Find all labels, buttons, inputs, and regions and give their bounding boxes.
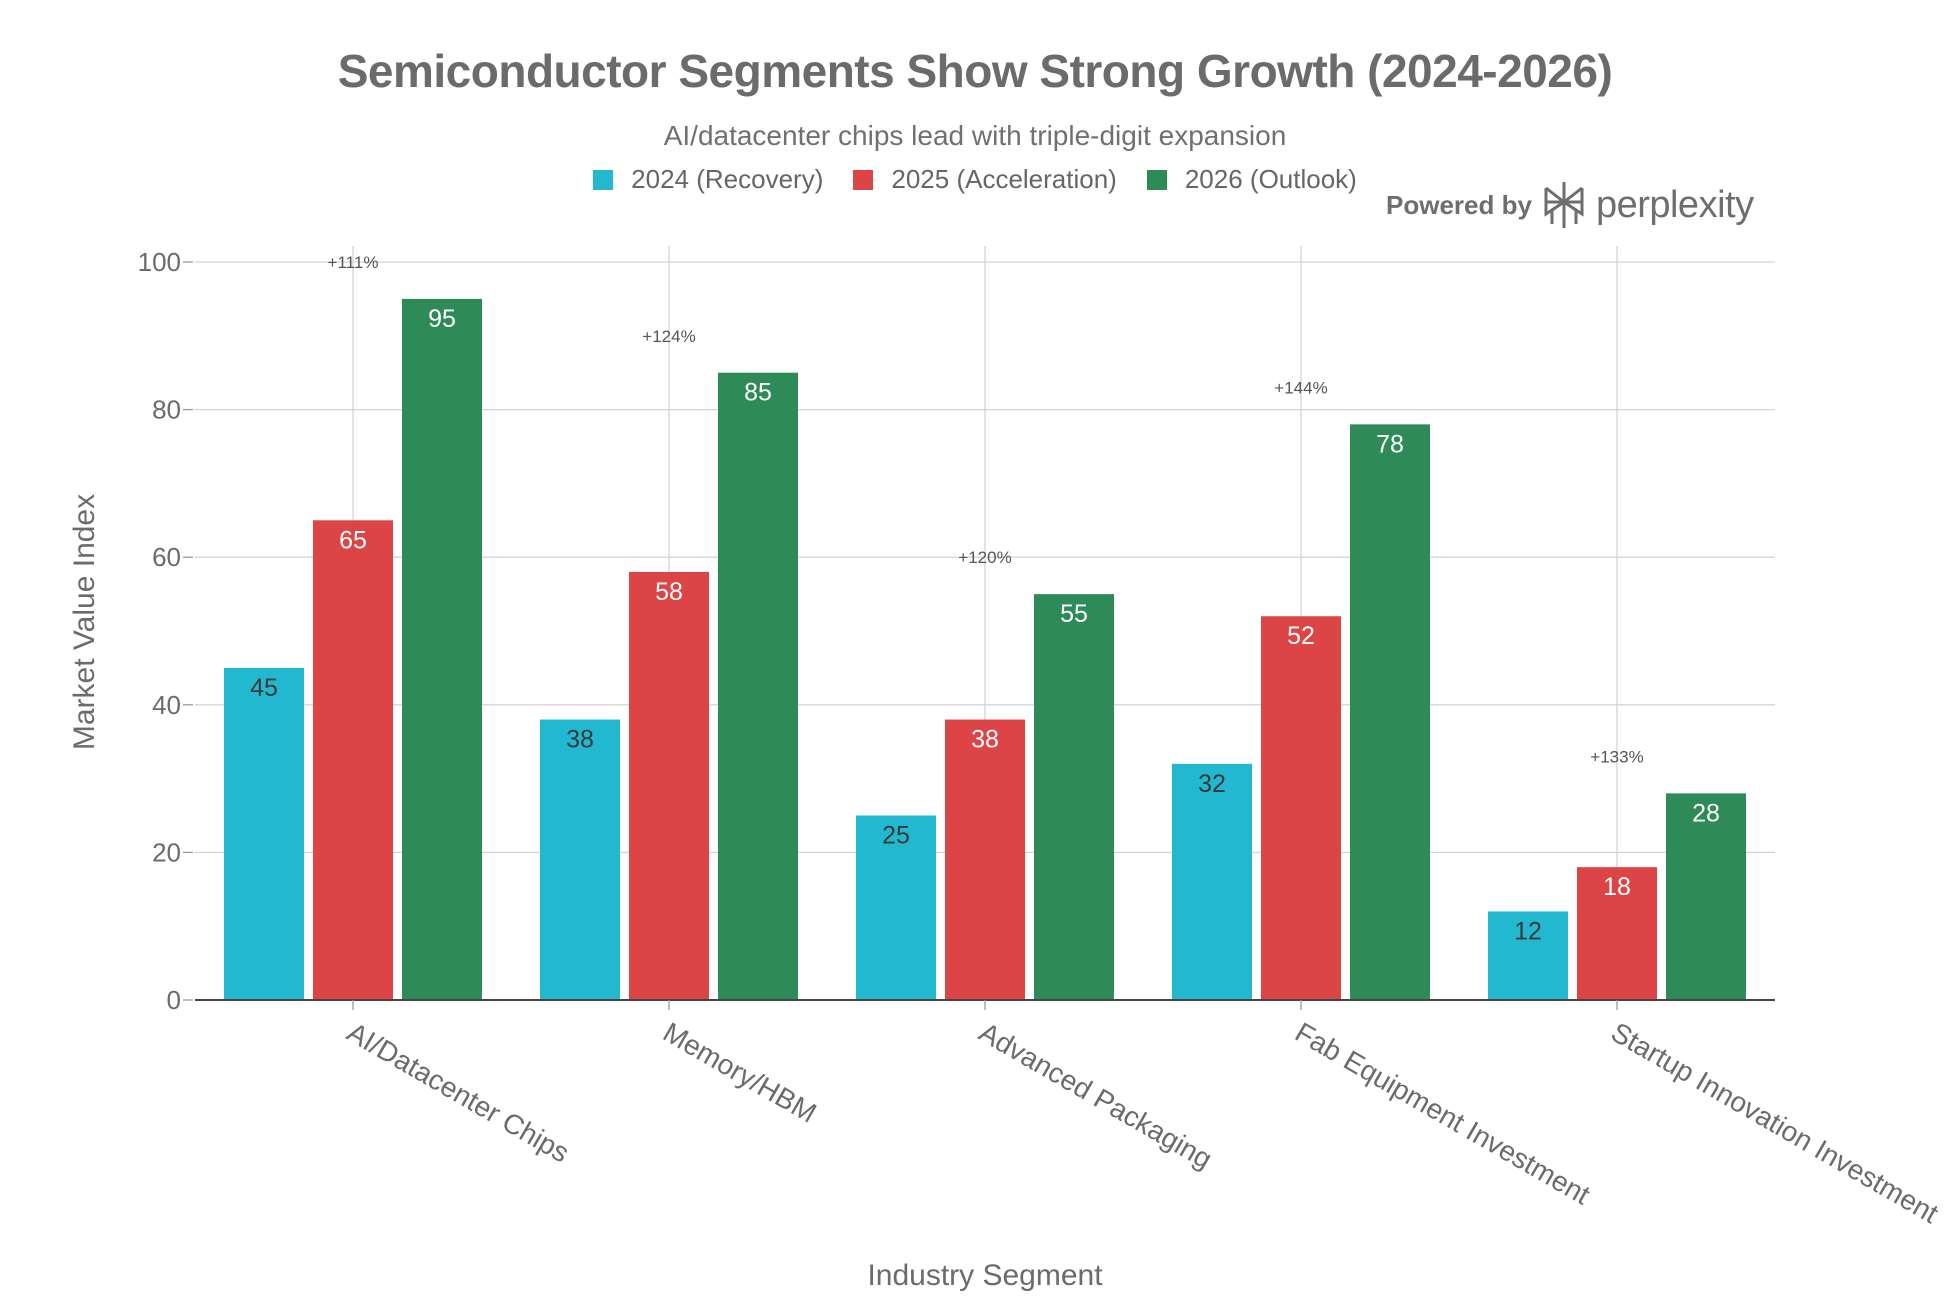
y-tick-label: 40 xyxy=(152,690,181,720)
legend-label-2026: 2026 (Outlook) xyxy=(1184,164,1357,194)
bar-startup-innovation-investment-2025 xyxy=(1577,867,1657,1000)
x-tick-label: Startup Innovation Investment xyxy=(1606,1016,1944,1229)
legend-swatch-2024 xyxy=(593,169,614,190)
bars xyxy=(224,298,1746,1000)
bar-advanced-packaging-2025 xyxy=(945,719,1025,1000)
bar-value-label: 45 xyxy=(250,674,278,702)
y-tick-label: 100 xyxy=(138,247,181,277)
x-tick-label: AI/Datacenter Chips xyxy=(342,1016,575,1168)
bar-startup-innovation-investment-2024 xyxy=(1488,911,1568,1000)
bar-value-label: 55 xyxy=(1060,600,1088,628)
powered-by-brand[interactable]: Powered by perplexity xyxy=(1386,180,1754,230)
bar-fab-equipment-investment-2025 xyxy=(1261,616,1341,1000)
legend: 2024 (Recovery) 2025 (Acceleration) 2026… xyxy=(0,164,1950,195)
bar-fab-equipment-investment-2024 xyxy=(1172,763,1252,1000)
bar-value-label: 52 xyxy=(1287,622,1315,650)
bar-fab-equipment-investment-2026 xyxy=(1350,424,1430,1000)
growth-annotation: +124% xyxy=(642,327,695,346)
growth-annotation: +120% xyxy=(958,548,1011,567)
bar-ai-datacenter-chips-2025 xyxy=(313,520,393,1000)
legend-item-2024[interactable]: 2024 (Recovery) xyxy=(593,164,823,195)
x-tick-label: Memory/HBM xyxy=(658,1016,822,1128)
powered-by-label: Powered by xyxy=(1386,189,1532,220)
bar-value-label: 78 xyxy=(1376,430,1404,458)
bar-memory-hbm-2026 xyxy=(718,372,798,1000)
legend-item-2026[interactable]: 2026 (Outlook) xyxy=(1146,164,1357,195)
bar-labels: 45 38 25 32 12 65 58 38 52 18 95 85 55 78 28 xyxy=(250,305,1720,946)
bar-value-label: 65 xyxy=(339,526,367,554)
bar-value-label: 32 xyxy=(1198,770,1226,798)
bar-value-label: 12 xyxy=(1514,917,1542,945)
bar-memory-hbm-2024 xyxy=(540,719,620,1000)
bar-memory-hbm-2025 xyxy=(629,571,709,1000)
growth-annotation: +144% xyxy=(1274,378,1327,397)
x-axis-title: Industry Segment xyxy=(867,1259,1103,1292)
perplexity-logo-icon xyxy=(1544,182,1584,228)
bar-value-label: 28 xyxy=(1692,799,1720,827)
perplexity-wordmark: perplexity xyxy=(1595,183,1754,226)
bar-value-label: 25 xyxy=(882,822,910,850)
bar-value-label: 38 xyxy=(971,726,999,754)
bar-value-label: 85 xyxy=(744,379,772,407)
growth-annotation: +111% xyxy=(328,253,379,272)
y-tick-label: 60 xyxy=(152,542,181,572)
legend-label-2025: 2025 (Acceleration) xyxy=(891,164,1117,194)
bar-advanced-packaging-2024 xyxy=(856,815,936,1000)
x-tick-label: Advanced Packaging xyxy=(974,1016,1217,1174)
bar-value-label: 58 xyxy=(655,578,683,606)
growth-annotation: +133% xyxy=(1590,747,1643,766)
bar-ai-datacenter-chips-2026 xyxy=(402,298,482,1000)
legend-swatch-2025 xyxy=(853,169,874,190)
chart-subtitle: AI/datacenter chips lead with triple-dig… xyxy=(663,120,1287,151)
y-axis-title: Market Value Index xyxy=(68,494,101,750)
chart-title: Semiconductor Segments Show Strong Growt… xyxy=(337,45,1613,97)
bar-value-label: 18 xyxy=(1603,873,1631,901)
y-tick-label: 80 xyxy=(152,395,181,425)
annotations: +111% +124% +120% +144% +133% xyxy=(328,253,1644,766)
bar-advanced-packaging-2026 xyxy=(1034,594,1114,1000)
y-tick-label: 20 xyxy=(152,837,181,867)
legend-item-2025[interactable]: 2025 (Acceleration) xyxy=(853,164,1117,195)
bar-startup-innovation-investment-2026 xyxy=(1666,793,1746,1000)
y-tick-label: 0 xyxy=(167,985,181,1015)
bar-ai-datacenter-chips-2024 xyxy=(224,667,304,1000)
legend-label-2024: 2024 (Recovery) xyxy=(631,164,824,194)
legend-swatch-2026 xyxy=(1146,169,1167,190)
x-tick-label: Fab Equipment Investment xyxy=(1290,1016,1595,1210)
bar-value-label: 38 xyxy=(566,726,594,754)
bar-value-label: 95 xyxy=(428,305,456,333)
